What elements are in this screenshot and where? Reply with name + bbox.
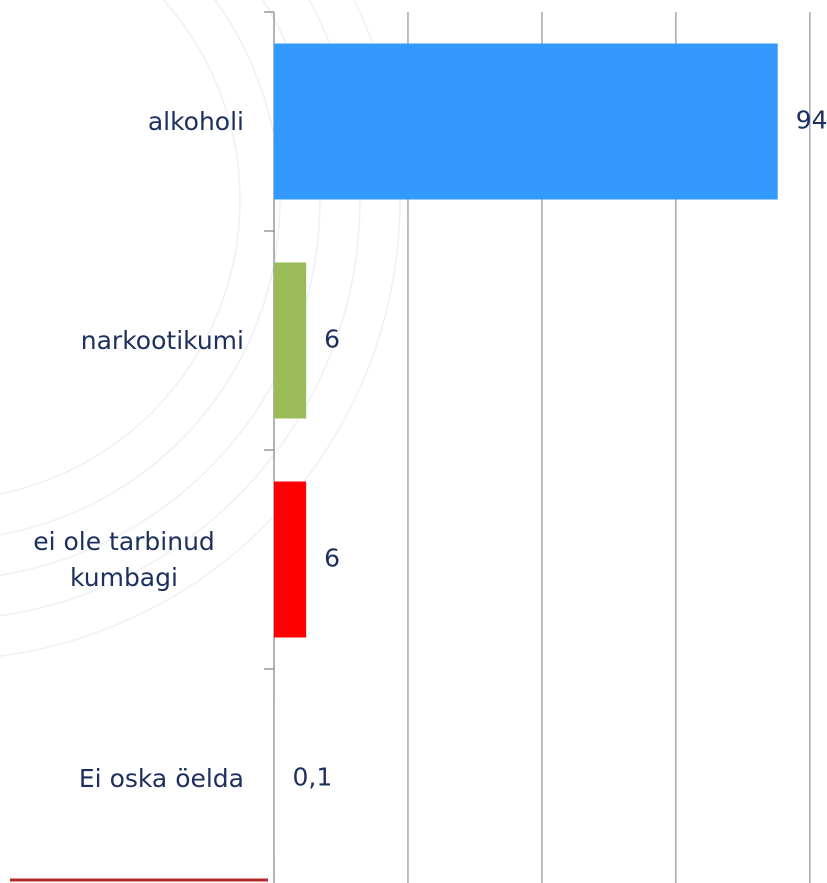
value-label: 6 bbox=[324, 325, 340, 354]
bar bbox=[274, 700, 275, 857]
bar bbox=[274, 262, 307, 419]
category-label: alkoholi bbox=[4, 104, 244, 140]
category-label: ei ole tarbinud kumbagi bbox=[4, 524, 244, 596]
value-label: 0,1 bbox=[293, 763, 333, 792]
bar bbox=[274, 43, 778, 200]
value-label: 94 bbox=[796, 106, 827, 135]
category-text: Ei oska öelda bbox=[78, 763, 244, 793]
category-text: narkootikumi bbox=[80, 325, 244, 355]
category-text: alkoholi bbox=[147, 106, 244, 136]
background-arcs bbox=[0, 0, 401, 657]
category-label: Ei oska öelda bbox=[4, 761, 244, 797]
value-label: 6 bbox=[324, 544, 340, 573]
category-text: ei ole tarbinud kumbagi bbox=[33, 526, 215, 592]
bar bbox=[274, 481, 307, 638]
category-label: narkootikumi bbox=[4, 323, 244, 359]
